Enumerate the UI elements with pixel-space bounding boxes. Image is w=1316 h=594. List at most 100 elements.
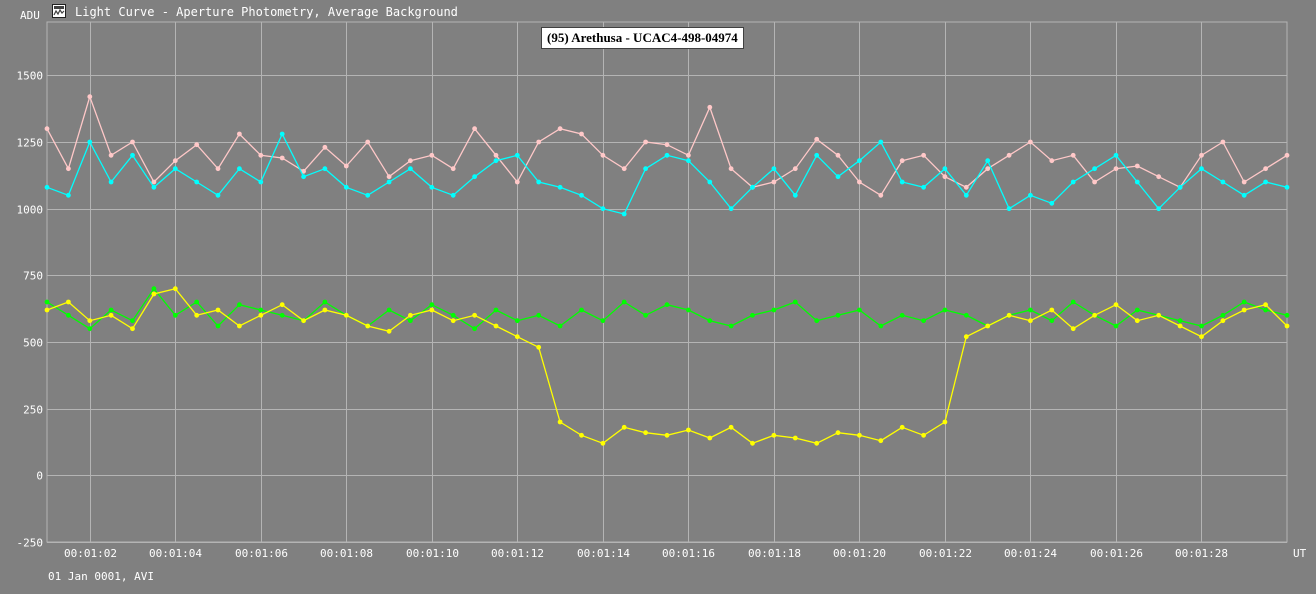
data-point [664, 142, 670, 148]
data-point [1199, 166, 1204, 172]
data-point [108, 179, 114, 185]
data-point [130, 326, 135, 332]
data-point [44, 184, 50, 190]
data-point [686, 158, 691, 164]
data-point [1113, 302, 1119, 308]
data-point [472, 126, 477, 132]
data-point [1092, 312, 1097, 318]
data-point [108, 312, 114, 318]
data-point [322, 144, 328, 150]
data-point [87, 318, 93, 324]
data-point [1113, 323, 1119, 329]
data-point [151, 291, 157, 297]
data-point [536, 179, 542, 185]
data-point [792, 192, 798, 198]
x-tick-label: 00:01:12 [491, 547, 544, 560]
data-point [814, 440, 820, 446]
data-point [1070, 299, 1076, 305]
data-point [258, 312, 264, 318]
data-point [771, 432, 777, 438]
data-point [172, 158, 178, 164]
data-point [963, 312, 969, 318]
data-point [643, 430, 648, 436]
data-point [921, 432, 926, 438]
data-point [750, 440, 755, 446]
data-point [1220, 139, 1226, 145]
data-point [1049, 200, 1055, 206]
data-point [686, 152, 691, 158]
data-point [1177, 318, 1183, 324]
x-tick-label: 00:01:14 [577, 547, 630, 560]
data-point [621, 166, 627, 172]
chart-title: (95) Arethusa - UCAC4-498-04974 [541, 27, 744, 49]
data-point [66, 166, 71, 172]
data-point [429, 307, 435, 313]
data-point [942, 307, 948, 313]
data-point [215, 166, 221, 172]
data-point [728, 166, 734, 172]
data-point [536, 344, 542, 350]
data-point [44, 126, 50, 132]
x-tick-label: 00:01:04 [149, 547, 202, 560]
data-point [1156, 312, 1162, 318]
data-point [1134, 179, 1140, 185]
data-point [579, 131, 584, 137]
data-point [365, 323, 371, 329]
data-point [985, 158, 991, 164]
data-point [1049, 158, 1055, 164]
data-point [942, 166, 948, 172]
y-tick-label: 500 [23, 337, 43, 350]
data-point [493, 152, 499, 158]
data-point [963, 184, 969, 190]
data-point [835, 152, 841, 158]
data-point [1156, 174, 1162, 180]
data-point [279, 155, 285, 161]
data-point [493, 307, 499, 313]
data-point [557, 184, 563, 190]
data-point [365, 139, 371, 145]
data-point [215, 323, 221, 329]
data-point [1049, 318, 1055, 324]
data-point [707, 318, 713, 324]
window-title: Light Curve - Aperture Photometry, Avera… [75, 5, 458, 19]
data-point [1199, 152, 1204, 158]
x-tick-label: 00:01:02 [64, 547, 117, 560]
data-point [579, 307, 584, 313]
data-point [301, 168, 306, 174]
series-line-3 [46, 287, 1288, 330]
data-point [408, 318, 413, 324]
data-point [386, 328, 392, 334]
data-point [279, 312, 285, 318]
data-point [664, 302, 670, 308]
data-point [194, 142, 200, 148]
data-point [493, 323, 499, 329]
data-point [172, 286, 178, 292]
data-point [130, 152, 135, 158]
data-point [343, 163, 349, 169]
data-point [87, 94, 93, 100]
data-point [835, 312, 841, 318]
data-point [536, 139, 542, 145]
data-point [579, 192, 584, 198]
data-point [792, 299, 798, 305]
data-point [194, 179, 200, 185]
data-point [835, 174, 841, 180]
data-point [1220, 179, 1226, 185]
data-point [857, 179, 862, 185]
data-point [514, 334, 520, 340]
light-curve-icon [52, 4, 66, 18]
data-point [44, 299, 50, 305]
data-point [1263, 307, 1268, 313]
data-point [450, 318, 456, 324]
data-point [472, 312, 477, 318]
data-point [258, 152, 264, 158]
data-point [386, 179, 392, 185]
data-point [1070, 179, 1076, 185]
data-point [1199, 323, 1204, 329]
data-point [985, 166, 991, 172]
data-point [942, 174, 948, 180]
data-point [1006, 312, 1012, 318]
data-point [215, 192, 221, 198]
data-point [450, 166, 456, 172]
